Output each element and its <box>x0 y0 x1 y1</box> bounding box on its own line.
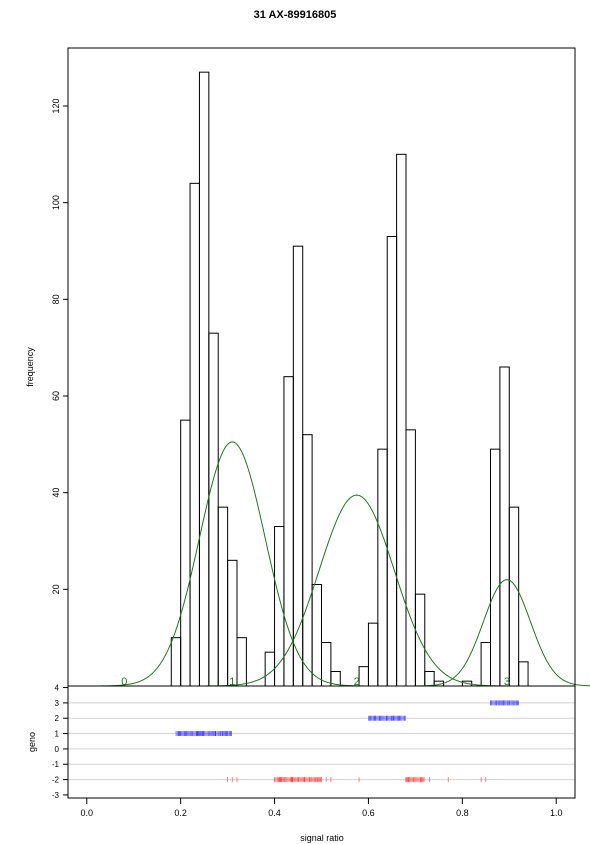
x-tick-label: 0.2 <box>174 808 187 818</box>
fitted-curve <box>413 579 590 687</box>
frequency-tick-label: 60 <box>51 391 61 401</box>
histogram-bar <box>358 666 369 687</box>
geno-tick-label: 3 <box>55 699 60 708</box>
curve-label: 0 <box>121 676 127 688</box>
histogram-bar <box>198 71 210 687</box>
histogram-bar <box>264 651 276 687</box>
frequency-axis-label: frequency <box>25 347 35 387</box>
histogram-bar <box>227 559 238 687</box>
frequency-tick-label: 100 <box>51 195 61 210</box>
geno-tick-label: 2 <box>55 714 60 723</box>
histogram-bar <box>386 236 398 687</box>
histogram-bar <box>208 332 219 687</box>
signal-ratio-axis: 0.0 0.2 0.4 0.6 0.8 1.0 <box>81 797 563 818</box>
fitted-curve <box>100 441 364 687</box>
histogram-bar <box>302 434 313 687</box>
histogram-bar <box>189 182 200 687</box>
geno-axis-label: geno <box>27 732 37 752</box>
curve-label: 1 <box>229 676 235 688</box>
histogram-bar <box>480 642 492 687</box>
histogram-bar <box>405 429 416 687</box>
histogram-bar <box>518 661 529 687</box>
histogram-bar <box>396 153 407 687</box>
geno-tick-label: 0 <box>55 745 60 754</box>
curve-label: 2 <box>354 676 360 688</box>
x-tick-label: 0.4 <box>268 808 281 818</box>
x-tick-label: 0.6 <box>362 808 375 818</box>
histogram-bar <box>424 671 435 687</box>
fitted-curves <box>100 441 590 687</box>
x-tick-label: 0.8 <box>456 808 469 818</box>
frequency-tick-label: 80 <box>51 294 61 304</box>
geno-gridlines <box>68 702 575 781</box>
frequency-tick-label: 120 <box>51 98 61 113</box>
histogram-bar <box>311 584 323 687</box>
chart-title: 31 AX-89916805 <box>254 9 337 21</box>
x-tick-label: 0.0 <box>81 808 94 818</box>
curve-label: 3 <box>504 676 510 688</box>
frequency-tick-label: 20 <box>51 584 61 594</box>
histogram-bar <box>236 637 247 687</box>
histogram-bar <box>367 622 379 687</box>
frequency-tick-label: 40 <box>51 488 61 498</box>
histogram-panel: 0 1 2 3 20 40 60 80 100 120 frequency <box>25 47 590 688</box>
histogram-bars <box>170 71 529 687</box>
histogram-bar <box>499 366 510 687</box>
geno-tick-label: 1 <box>55 730 60 739</box>
histogram-bar <box>217 506 229 687</box>
geno-tick-label: -2 <box>52 776 60 785</box>
histogram-bar <box>377 448 388 687</box>
fitted-curve <box>206 494 507 687</box>
histogram-bar <box>490 448 501 687</box>
histogram-bar <box>508 506 520 687</box>
x-axis-label: signal ratio <box>300 833 344 843</box>
histogram-bar <box>321 642 332 687</box>
frequency-axis: 20 40 60 80 100 120 <box>51 98 68 594</box>
x-tick-label: 1.0 <box>550 808 563 818</box>
geno-rug <box>175 700 519 783</box>
geno-tick-label: 4 <box>55 684 60 693</box>
geno-panel: 4 3 2 1 0 -1 -2 -3 geno <box>27 684 576 800</box>
histogram-bar <box>170 637 182 687</box>
geno-tick-label: -1 <box>52 760 60 769</box>
geno-axis: 4 3 2 1 0 -1 -2 -3 <box>52 684 68 800</box>
geno-tick-label: -3 <box>52 791 60 800</box>
histogram-bar <box>274 526 285 687</box>
histogram-bar <box>180 419 191 687</box>
curve-labels: 0 1 2 3 <box>121 676 510 688</box>
histogram-bar <box>292 245 304 687</box>
